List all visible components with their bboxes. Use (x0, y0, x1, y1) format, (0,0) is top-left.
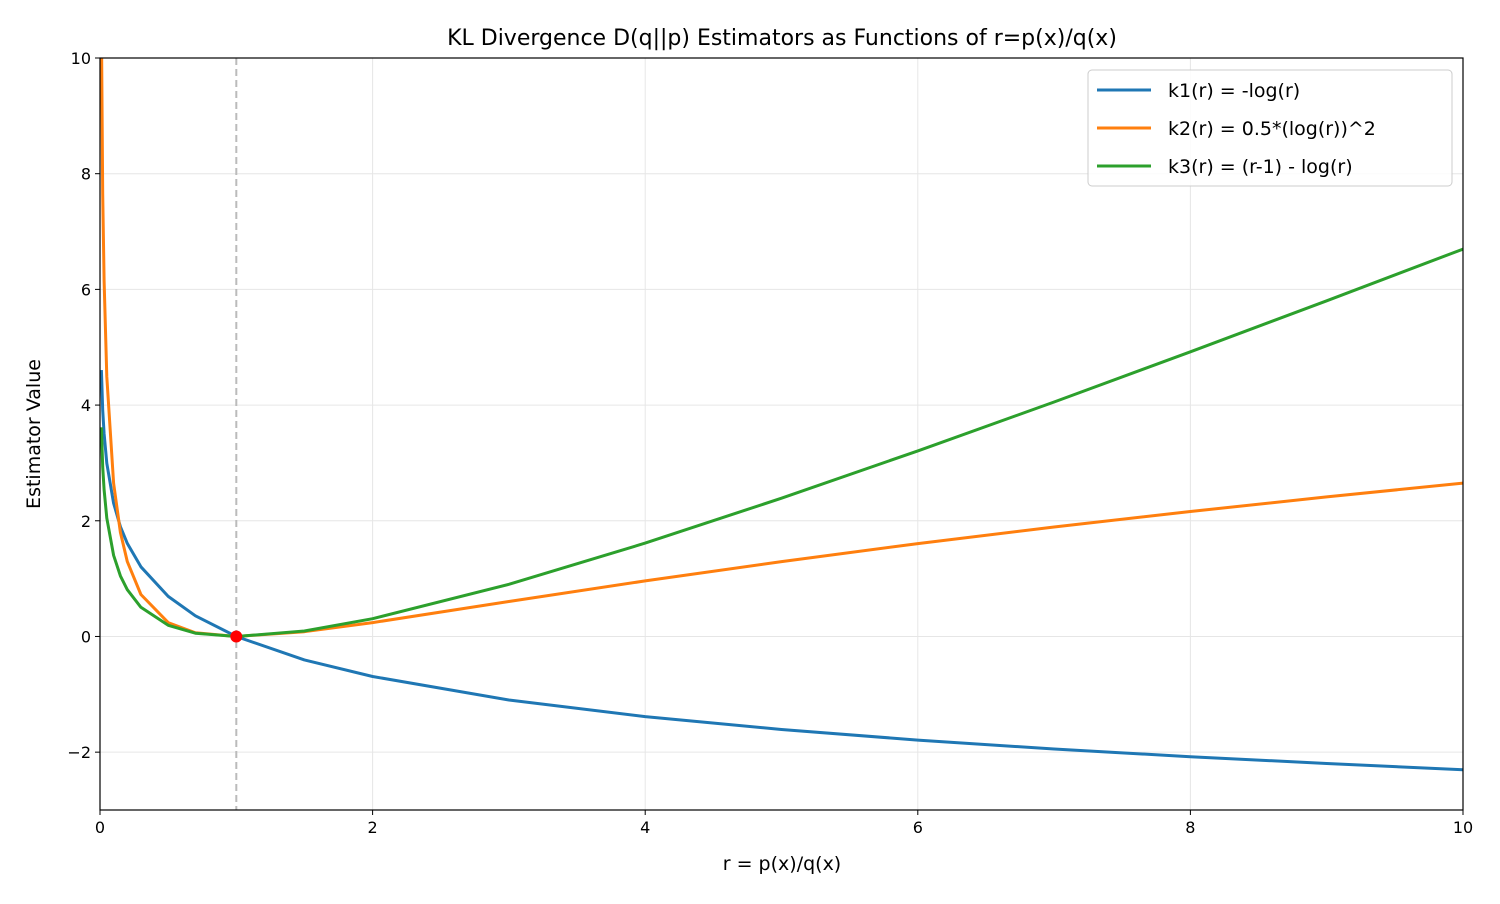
y-tick-label: 2 (81, 512, 91, 531)
series-line-k1 (100, 370, 1463, 772)
x-tick-label: 4 (640, 818, 650, 837)
plot-frame (99, 57, 1464, 811)
axis-ticks: 0 2 4 6 8 10 −2 0 2 4 6 8 10 (67, 49, 1473, 837)
legend-label-k2: k2(r) = 0.5*(log(r))^2 (1168, 118, 1376, 140)
x-tick-label: 2 (368, 818, 378, 837)
markers (230, 630, 243, 643)
x-tick-label: 10 (1453, 818, 1473, 837)
minimum-point-marker (230, 630, 243, 643)
y-tick-label: 0 (81, 627, 91, 646)
series-line-k3 (100, 247, 1463, 638)
x-tick-label: 6 (913, 818, 923, 837)
y-tick-label: 8 (81, 165, 91, 184)
legend-label-k3: k3(r) = (r-1) - log(r) (1168, 156, 1353, 178)
x-tick-label: 8 (1185, 818, 1195, 837)
legend: k1(r) = -log(r) k2(r) = 0.5*(log(r))^2 k3(… (1087, 69, 1453, 187)
x-axis-label: r = p(x)/q(x) (723, 853, 841, 875)
legend-box (1087, 69, 1453, 187)
x-tick-label: 0 (95, 818, 105, 837)
y-tick-label: 4 (81, 396, 91, 415)
y-tick-label: 6 (81, 280, 91, 299)
y-tick-label: 10 (71, 49, 91, 68)
chart-title: KL Divergence D(q||p) Estimators as Func… (447, 26, 1117, 51)
legend-label-k1: k1(r) = -log(r) (1168, 80, 1300, 102)
y-axis-label: Estimator Value (23, 359, 45, 509)
y-tick-label: −2 (67, 743, 91, 762)
